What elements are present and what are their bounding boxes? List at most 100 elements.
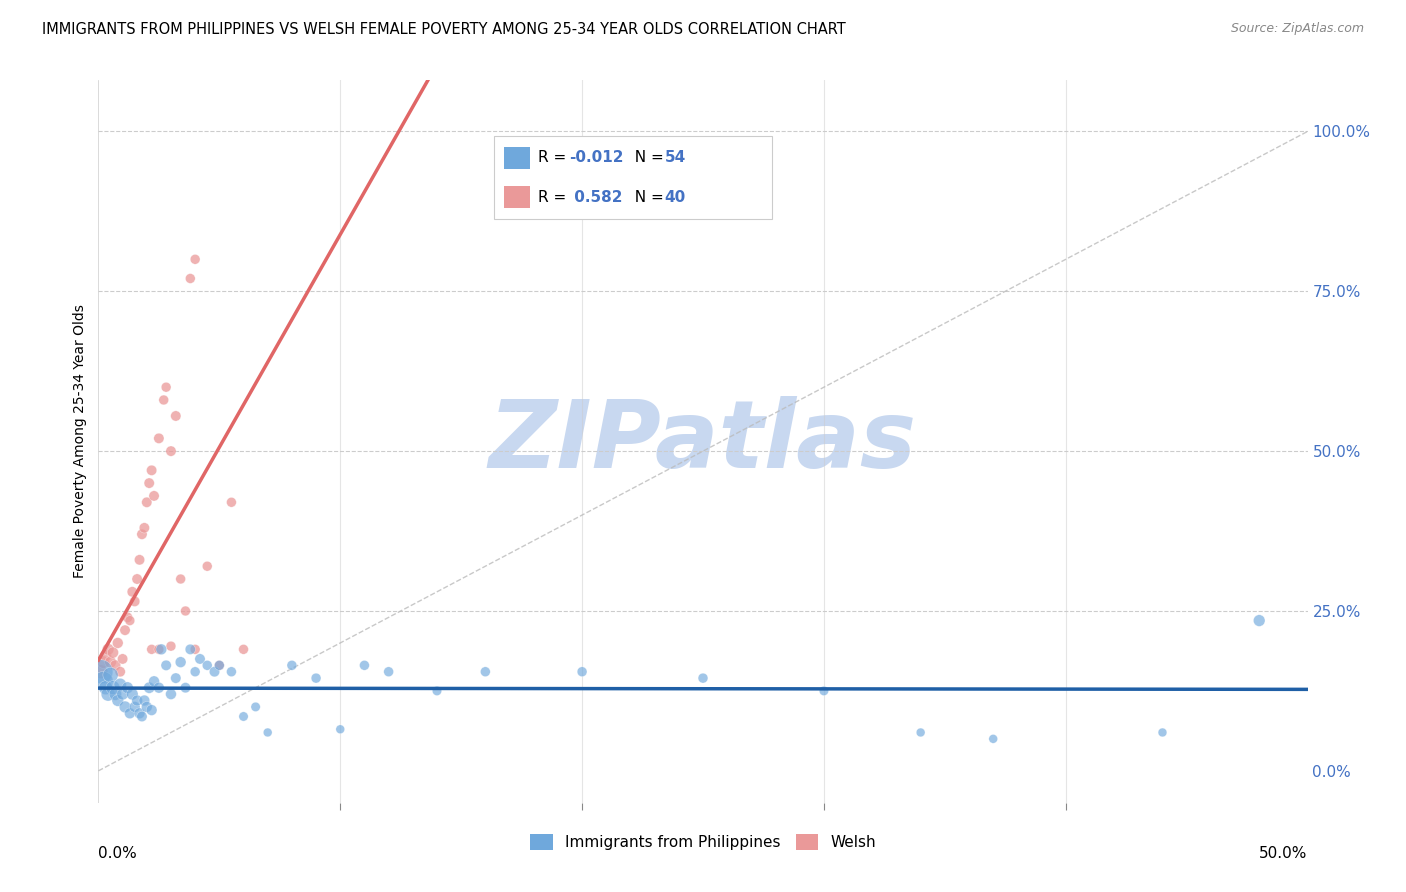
Point [188,652,211,666]
Point [195,658,218,673]
Point [692,671,714,685]
Point [184,665,207,679]
Point [108,677,131,691]
Point [148,642,170,657]
Point [131,709,153,723]
Point [1152,725,1174,739]
Point [148,431,170,445]
Point [128,553,150,567]
Point [179,642,201,657]
Point [221,495,243,509]
Point [195,559,218,574]
Point [100,668,122,682]
Point [134,693,156,707]
Point [134,521,156,535]
Point [160,639,183,653]
Point [143,489,166,503]
Point [813,684,835,698]
Point [111,652,134,666]
Point [910,725,932,739]
Point [184,252,207,267]
Point [90,665,112,679]
Point [232,642,254,657]
Point [160,687,183,701]
Point [245,699,267,714]
Point [107,693,129,707]
Point [150,642,173,657]
Point [131,527,153,541]
Point [474,665,496,679]
Point [94,681,117,695]
Point [174,604,197,618]
Point [101,681,124,695]
Point [124,699,146,714]
Point [100,655,122,669]
Text: IMMIGRANTS FROM PHILIPPINES VS WELSH FEMALE POVERTY AMONG 25-34 YEAR OLDS CORREL: IMMIGRANTS FROM PHILIPPINES VS WELSH FEM… [42,22,846,37]
Point [121,687,143,701]
Point [169,655,191,669]
Point [305,671,328,685]
Point [141,463,163,477]
Point [127,572,149,586]
Point [141,703,163,717]
Text: 0.0%: 0.0% [98,847,138,861]
Point [169,572,191,586]
Point [124,594,146,608]
Point [127,693,149,707]
Point [97,642,120,657]
Point [135,495,157,509]
Point [571,665,593,679]
Point [221,665,243,679]
Text: 54: 54 [665,150,686,165]
Point [114,699,136,714]
Point [152,392,174,407]
Point [232,709,254,723]
Text: R =: R = [538,150,571,165]
Text: -0.012: -0.012 [569,150,623,165]
Y-axis label: Female Poverty Among 25-34 Year Olds: Female Poverty Among 25-34 Year Olds [73,304,87,579]
Point [1249,614,1271,628]
Point [143,674,166,689]
Point [155,658,177,673]
Point [981,731,1004,746]
Text: 0.582: 0.582 [569,190,623,204]
Point [138,476,160,491]
Point [104,658,127,673]
Text: N =: N = [626,150,669,165]
Point [208,658,231,673]
Point [101,646,124,660]
Text: Source: ZipAtlas.com: Source: ZipAtlas.com [1230,22,1364,36]
Point [114,623,136,637]
Point [121,584,143,599]
Point [94,648,117,663]
Point [117,610,139,624]
Point [281,658,304,673]
Point [208,658,231,673]
Text: ZIPatlas: ZIPatlas [489,395,917,488]
Point [377,665,399,679]
Text: 40: 40 [665,190,686,204]
Point [91,655,114,669]
Point [135,699,157,714]
Point [90,665,112,679]
Point [179,271,201,285]
Point [165,409,187,423]
Point [426,684,449,698]
Point [148,681,170,695]
Point [165,671,187,685]
Point [353,658,375,673]
Point [204,665,226,679]
Text: R =: R = [538,190,571,204]
Point [155,380,177,394]
Point [111,687,134,701]
Point [256,725,278,739]
Point [141,642,163,657]
Point [128,706,150,721]
Point [184,642,207,657]
Point [118,706,141,721]
Point [174,681,197,695]
Point [117,681,139,695]
Point [97,687,120,701]
Legend: Immigrants from Philippines, Welsh: Immigrants from Philippines, Welsh [523,829,883,856]
Point [118,614,141,628]
